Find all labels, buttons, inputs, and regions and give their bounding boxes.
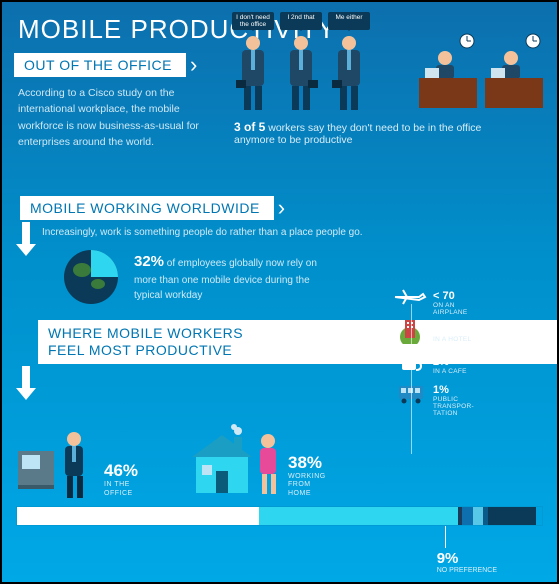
- businessman-icon: [280, 34, 322, 112]
- bar-segment: [17, 507, 259, 525]
- arrow-down-icon: [16, 222, 36, 256]
- banner-line1: WHERE MOBILE WORKERS: [48, 325, 243, 341]
- banner-line2: FEEL MOST PRODUCTIVE: [48, 342, 232, 358]
- loc-airplane: < 70 ON ANAIRPLANE: [433, 290, 468, 316]
- loc-office: [16, 429, 96, 506]
- globe-icon: [62, 248, 120, 306]
- desk-icon: [419, 32, 477, 112]
- home-illustration: [188, 423, 282, 501]
- chevron-right-icon: ›: [278, 201, 285, 215]
- section2-subtitle: Increasingly, work is something people d…: [42, 227, 557, 238]
- section2: MOBILE WORKING WORLDWIDE › Increasingly,…: [2, 196, 557, 306]
- stat-pct: 32%: [134, 253, 164, 270]
- loc-home: [188, 423, 282, 506]
- speech-bubble: I don't need the office: [232, 12, 274, 30]
- hotel-icon: [395, 318, 425, 344]
- stat-bold: 3 of 5: [234, 120, 265, 134]
- desk-icon: [485, 32, 543, 112]
- stat-text: workers say they don't need to be in the…: [234, 122, 481, 146]
- businessman-icon: [328, 34, 370, 112]
- speech-bubble: Me either: [328, 12, 370, 30]
- bar-segment: [462, 507, 473, 525]
- infographic-root: MOBILE PRODUCTIVITY OUT OF THE OFFICE › …: [0, 0, 559, 584]
- bar-segment: [259, 507, 459, 525]
- bar-segment: [488, 507, 535, 525]
- bar-segment: [473, 507, 484, 525]
- loc-office-label: 46% IN THEOFFICE: [104, 461, 138, 498]
- section1-intro: According to a Cisco study on the intern…: [2, 79, 202, 150]
- section2-stat: 32% of employees globally now rely on mo…: [134, 251, 334, 304]
- speech-bubble: I 2nd that: [280, 12, 322, 30]
- section3-banner: WHERE MOBILE WORKERS FEEL MOST PRODUCTIV…: [38, 320, 557, 364]
- desks-illustration: [419, 32, 543, 112]
- no-preference-label: 9% NO PREFERENCE: [437, 550, 497, 574]
- loc-cafe: 2% IN A CAFE: [433, 356, 467, 375]
- section1-banner: OUT OF THE OFFICE: [14, 53, 186, 77]
- section2-banner: MOBILE WORKING WORLDWIDE: [20, 196, 274, 220]
- airplane-icon: [393, 288, 427, 306]
- chevron-right-icon: ›: [190, 58, 197, 72]
- loc-hotel: 2% IN A HOTEL: [433, 324, 471, 343]
- productivity-chart: 46% IN THEOFFICE 38% WORKINGFROMHOME: [16, 386, 543, 526]
- section1-stat: 3 of 5 workers say they don't need to be…: [234, 120, 504, 146]
- loc-home-label: 38% WORKINGFROMHOME: [288, 453, 326, 498]
- office-illustration: [16, 429, 96, 501]
- businessman-icon: [232, 34, 274, 112]
- stacked-bar: [16, 506, 543, 526]
